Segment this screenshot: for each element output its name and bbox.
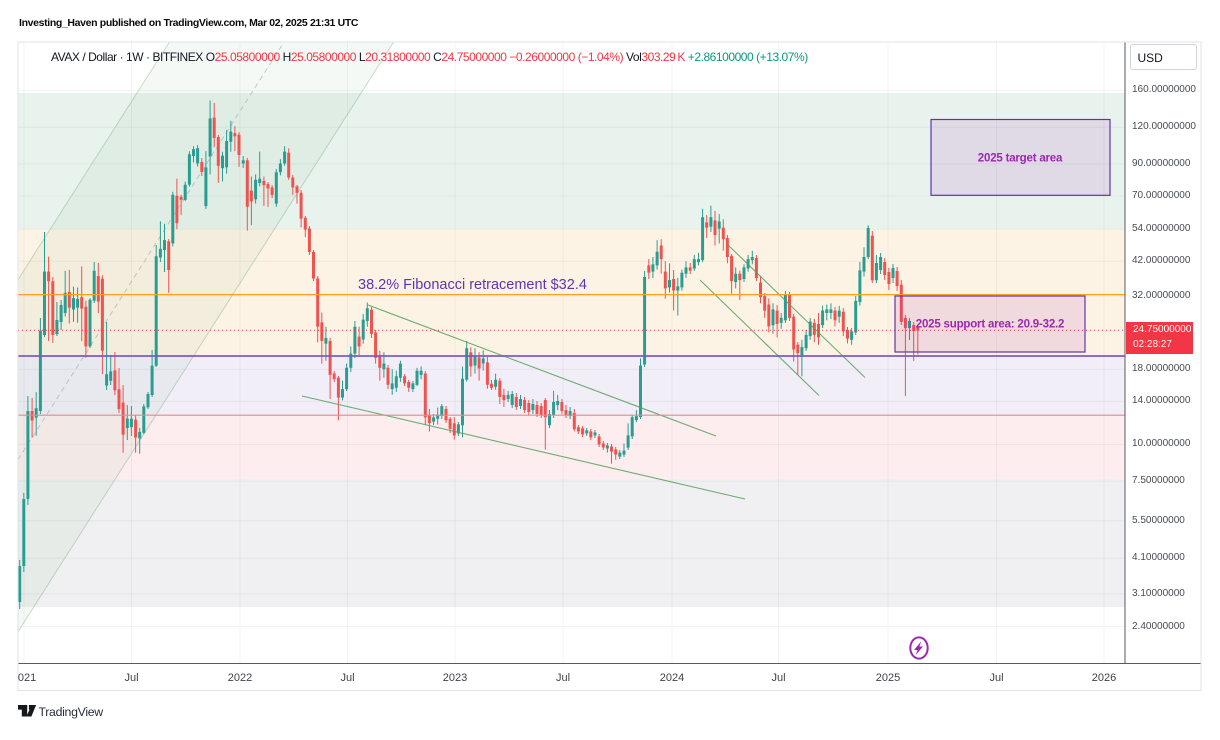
- svg-text:TradingView: TradingView: [39, 705, 104, 719]
- svg-text:38.2% Fibonacci retracement $3: 38.2% Fibonacci retracement $32.4: [358, 277, 587, 293]
- svg-text:2025 support area: 20.9-32.2: 2025 support area: 20.9-32.2: [916, 319, 1064, 331]
- svg-text:2025 target area: 2025 target area: [978, 153, 1063, 165]
